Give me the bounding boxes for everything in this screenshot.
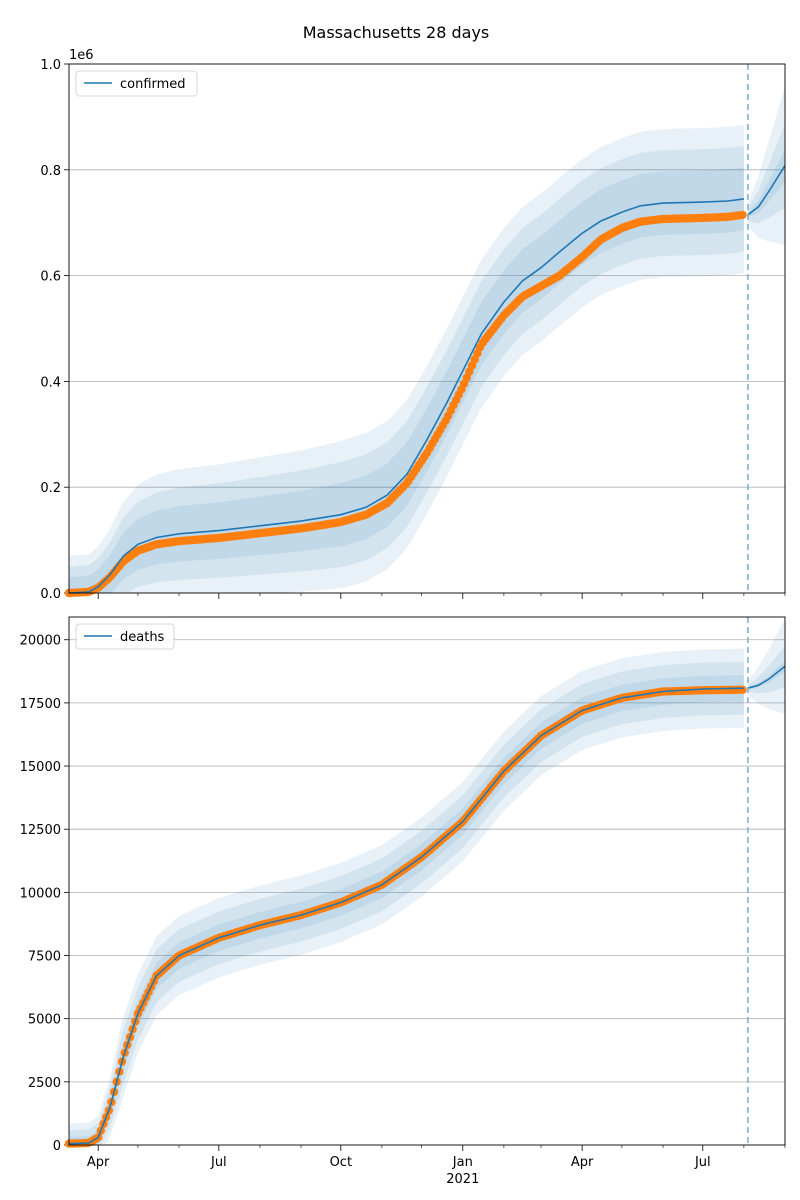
deaths-forecast-band	[747, 618, 785, 714]
deaths-forecast-line	[747, 665, 786, 689]
confirmed-forecast-band	[747, 123, 785, 224]
confirmed-forecast-band	[747, 86, 785, 245]
confirmed-forecast-line	[747, 165, 786, 216]
y-tick-label: 12500	[20, 823, 61, 838]
y-tick-label: 10000	[20, 886, 61, 901]
y-tick-label: 2500	[28, 1076, 61, 1091]
y-tick-label: 7500	[28, 950, 61, 965]
y-tick-label: 0.8	[40, 164, 61, 179]
legend-label: deaths	[120, 630, 165, 645]
x-tick-label: Apr	[571, 1155, 594, 1170]
deaths-band	[69, 675, 744, 1145]
y-tick-label: 0.0	[40, 587, 61, 602]
observed-point	[738, 210, 747, 220]
y-tick-label: 5000	[28, 1013, 61, 1028]
y-tick-label: 17500	[20, 697, 61, 712]
legend-box	[75, 70, 198, 97]
legend: deaths	[75, 623, 175, 650]
x-tick-label: Jul	[210, 1155, 227, 1170]
plot-frame	[68, 63, 786, 594]
observed-point	[738, 685, 747, 694]
deaths-band	[69, 661, 744, 1145]
x-tick-label: Oct	[330, 1155, 352, 1170]
x-year-label: 2021	[446, 1172, 479, 1187]
legend: confirmed	[75, 70, 198, 97]
figure-title: Massachusetts 28 days	[303, 23, 490, 42]
legend-box	[75, 623, 175, 650]
y-tick-label: 1.0	[40, 58, 61, 73]
deaths-forecast-band	[747, 645, 785, 694]
confirmed-panel: 0.0 0.2 0.4 0.6 0.8 1.0 1e6 confirmed	[40, 48, 786, 602]
confirmed-line	[68, 198, 745, 594]
y-tick-label: 0.6	[40, 270, 61, 285]
x-tick-label: Jul	[694, 1155, 711, 1170]
deaths-line	[68, 687, 744, 1145]
deaths-panel: 0 2500 5000 7500 10000 12500 15000 17500 20000 Ap…	[20, 616, 786, 1187]
deaths-band	[69, 648, 744, 1145]
plot-frame	[68, 616, 786, 1146]
legend-label: confirmed	[120, 77, 186, 92]
confirmed-forecast-band	[747, 149, 785, 218]
y-tick-label: 0.4	[40, 375, 61, 390]
deaths-forecast-band	[747, 661, 785, 689]
x-tick-label: Apr	[87, 1155, 110, 1170]
y-tick-label: 15000	[20, 760, 61, 775]
y-offset-label: 1e6	[69, 48, 94, 63]
y-tick-label: 20000	[20, 634, 61, 649]
y-tick-label: 0	[53, 1139, 61, 1154]
x-tick-label: Jan	[452, 1155, 473, 1170]
y-tick-label: 0.2	[40, 481, 61, 496]
confirmed-band	[69, 124, 744, 594]
